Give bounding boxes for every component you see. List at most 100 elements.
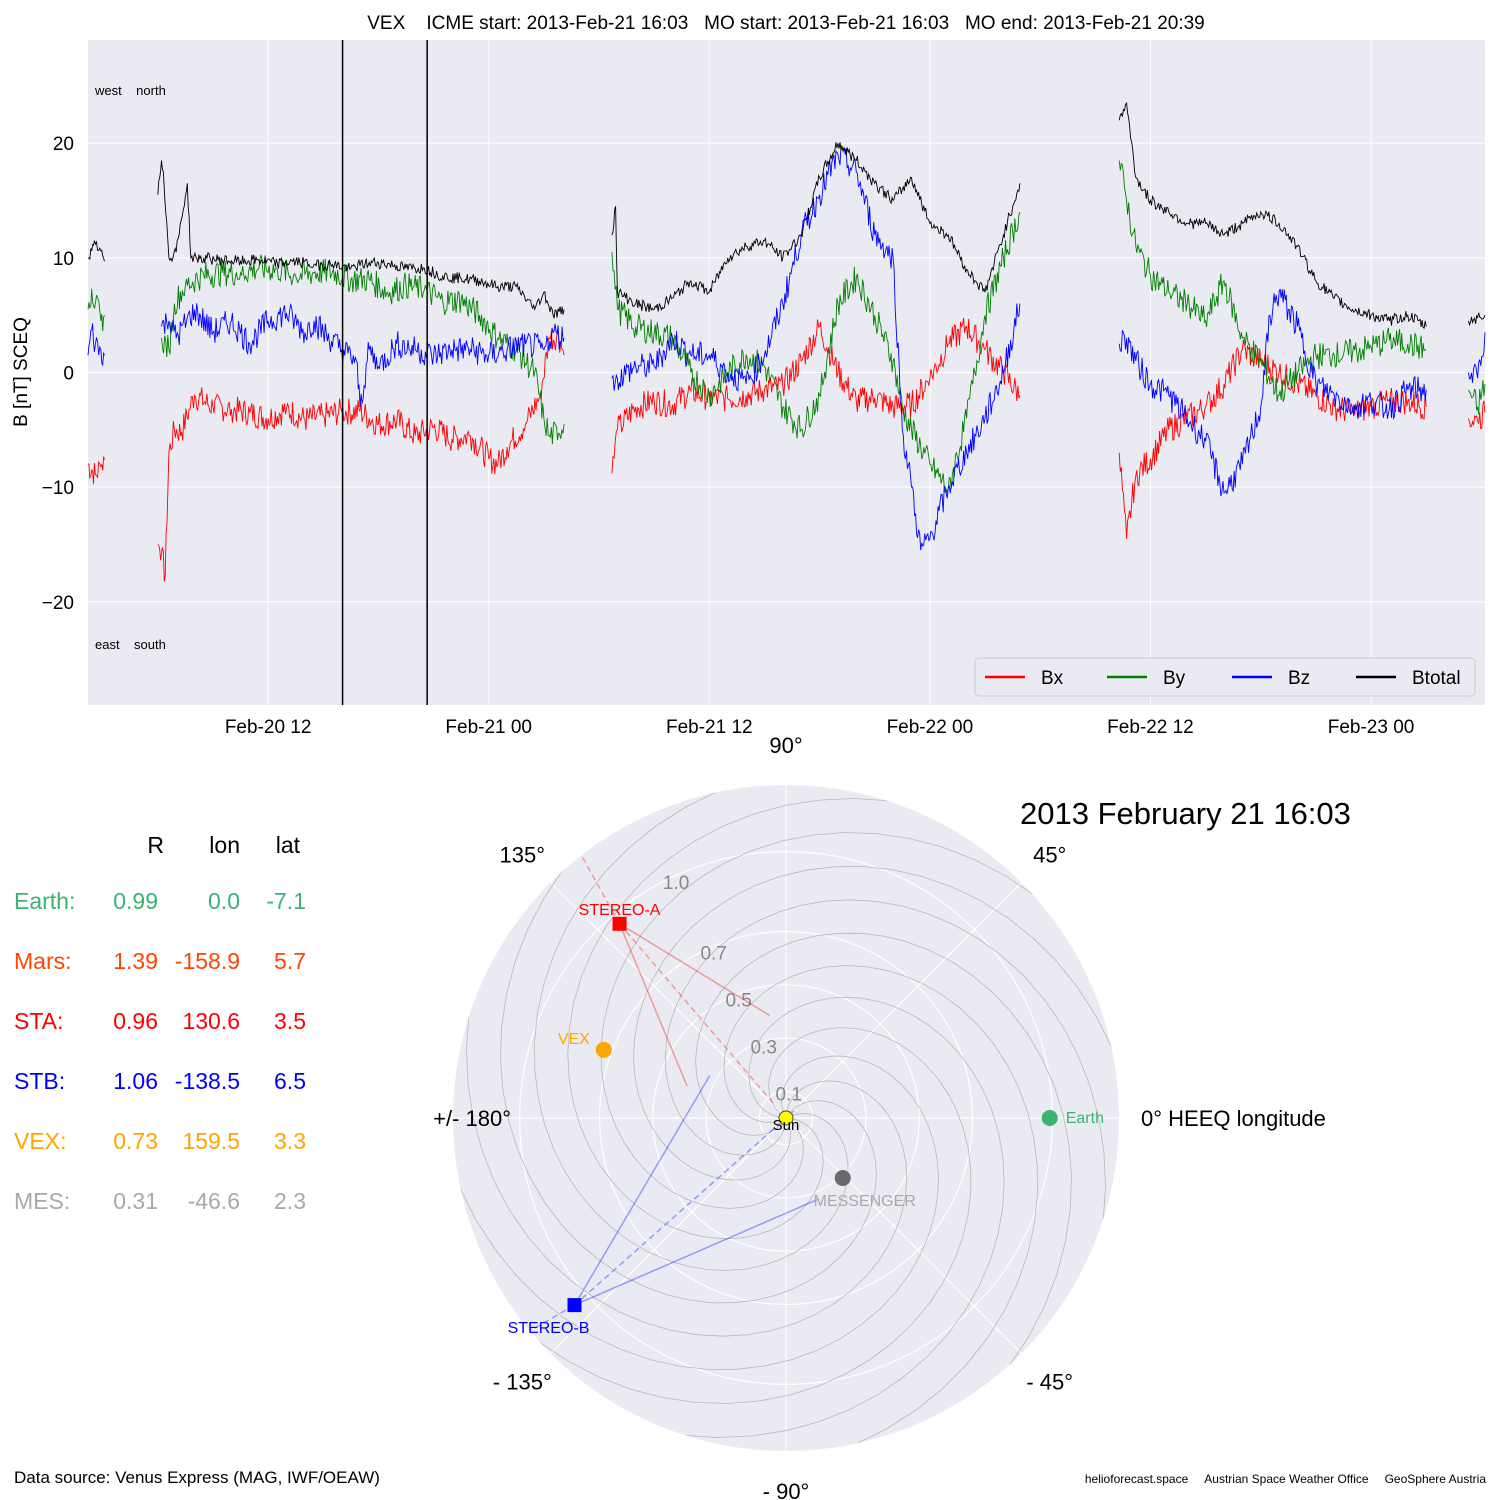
angular-gridline [785, 882, 1022, 1119]
position-row: STB: 1.06 -138.5 6.5 [14, 1068, 314, 1128]
position-r: 0.31 [113, 1188, 158, 1214]
radial-gridline [758, 1090, 814, 1146]
fov-center-line [574, 1110, 795, 1306]
series-btotal-line [611, 142, 1021, 312]
fov-edge-line [618, 923, 688, 1087]
series-btotal-line [87, 240, 105, 262]
series-btotal-line [1118, 102, 1427, 330]
messenger-marker [834, 1170, 851, 1187]
series-bz-line [87, 323, 105, 367]
position-row: STA: 0.96 130.6 3.5 [14, 1008, 314, 1068]
credits: helioforecast.space Austrian Space Weath… [1085, 1472, 1486, 1486]
position-table: R lon lat Earth: 0.99 0.0 -7.1 Mars: 1.39 -158… [14, 828, 314, 1248]
angle-label: - 90° [763, 1479, 810, 1500]
position-row: Mars: 1.39 -158.9 5.7 [14, 948, 314, 1008]
series-btotal-line [157, 160, 565, 319]
position-lat: 6.5 [274, 1068, 306, 1094]
series-bx-line [611, 318, 1021, 474]
icme-boundary-lines [341, 40, 428, 705]
x-tick-label: Feb-22 12 [1107, 717, 1194, 738]
series-bx-line [1118, 339, 1427, 539]
position-lon: 159.5 [182, 1128, 240, 1154]
fov-edge-line [619, 923, 771, 1017]
polar-date-title: 2013 February 21 16:03 [1020, 796, 1351, 831]
radial-tick-label: 0.1 [775, 1084, 801, 1105]
y-tick-label: 10 [53, 249, 74, 270]
parker-spiral [633, 866, 1119, 1451]
radial-tick-label: 1.0 [663, 873, 689, 894]
position-name: Mars: [14, 948, 72, 974]
corner-label-bottom: east south [95, 637, 166, 652]
position-name: VEX: [14, 1128, 67, 1154]
position-name: Earth: [14, 888, 76, 914]
angular-gridline [550, 882, 787, 1119]
position-lat: 5.7 [274, 948, 306, 974]
header-lon: lon [209, 832, 240, 858]
angle-label: 90° [769, 733, 802, 758]
position-row: VEX: 0.73 159.5 3.3 [14, 1128, 314, 1188]
position-name: STA: [14, 1008, 64, 1034]
series-bz-line [611, 145, 1021, 551]
x-tick-label: Feb-23 00 [1328, 717, 1415, 738]
angle-label: +/- 180° [433, 1106, 511, 1131]
position-lat: 3.5 [274, 1008, 306, 1034]
position-lat: -7.1 [266, 888, 306, 914]
series-by-line [1468, 380, 1486, 415]
vex-label: VEX [558, 1031, 590, 1048]
angle-label: 0° HEEQ longitude [1141, 1106, 1326, 1131]
y-axis-label: B [nT] SCEQ [11, 317, 32, 427]
position-lon: -46.6 [187, 1188, 240, 1214]
angle-label: - 45° [1026, 1370, 1073, 1395]
legend: Bx By Bz Btotal [974, 657, 1476, 697]
radial-gridline [705, 1037, 867, 1199]
angle-label: 45° [1033, 842, 1066, 867]
legend-label-bz: Bz [1288, 668, 1310, 689]
position-lon: 0.0 [208, 888, 240, 914]
position-name: MES: [14, 1188, 71, 1214]
series-bz-line [161, 302, 565, 407]
angular-gridline [785, 1117, 1022, 1354]
position-r: 0.73 [113, 1128, 158, 1154]
position-row: Earth: 0.99 0.0 -7.1 [14, 888, 314, 948]
angular-gridline [550, 1117, 787, 1354]
y-tick-label: 20 [53, 134, 74, 155]
position-table-header: R lon lat [14, 828, 314, 888]
series-by-line [1118, 160, 1427, 402]
vex-marker [595, 1041, 612, 1058]
header-lat: lat [275, 832, 300, 858]
radial-tick-label: 0.5 [725, 990, 751, 1011]
sun-label: Sun [773, 1117, 800, 1134]
position-lat: 3.3 [274, 1128, 306, 1154]
legend-label-by: By [1163, 668, 1186, 689]
legend-label-bx: Bx [1041, 668, 1064, 689]
position-r: 0.96 [113, 1008, 158, 1034]
legend-label-btotal: Btotal [1412, 668, 1461, 689]
position-lon: -138.5 [174, 1068, 240, 1094]
y-tick-label: 0 [63, 364, 74, 385]
y-tick-label: −10 [42, 478, 74, 499]
x-tick-label: Feb-21 00 [445, 717, 532, 738]
position-lon: -158.9 [174, 948, 240, 974]
radial-gridline [652, 984, 920, 1252]
timeseries-lines [87, 102, 1486, 582]
series-by-line [161, 254, 565, 445]
x-tick-labels: Feb-20 12 Feb-21 00 Feb-21 12 Feb-22 00 Feb-… [225, 717, 1415, 738]
sun-marker [778, 1110, 794, 1126]
parker-spiral [534, 785, 1119, 1271]
x-tick-label: Feb-20 12 [225, 717, 312, 738]
angle-label: - 135° [493, 1370, 552, 1395]
series-btotal-line [1468, 312, 1486, 327]
chart-title: VEX ICME start: 2013-Feb-21 16:03 MO sta… [367, 13, 1205, 34]
stereo-b-label: STEREO-B [508, 1320, 590, 1337]
parker-spiral [453, 785, 939, 1370]
series-by-line [87, 288, 105, 332]
parker-spiral [453, 965, 1038, 1451]
credit-helioforecast: helioforecast.space [1084, 1472, 1189, 1486]
x-tick-label: Feb-21 12 [666, 717, 753, 738]
series-bx-line [87, 456, 105, 484]
series-bx-line [157, 329, 565, 582]
credit-aswo: Austrian Space Weather Office [1204, 1472, 1369, 1486]
credit-geosphere: GeoSphere Austria [1384, 1472, 1486, 1486]
messenger-label: MESSENGER [814, 1193, 916, 1210]
